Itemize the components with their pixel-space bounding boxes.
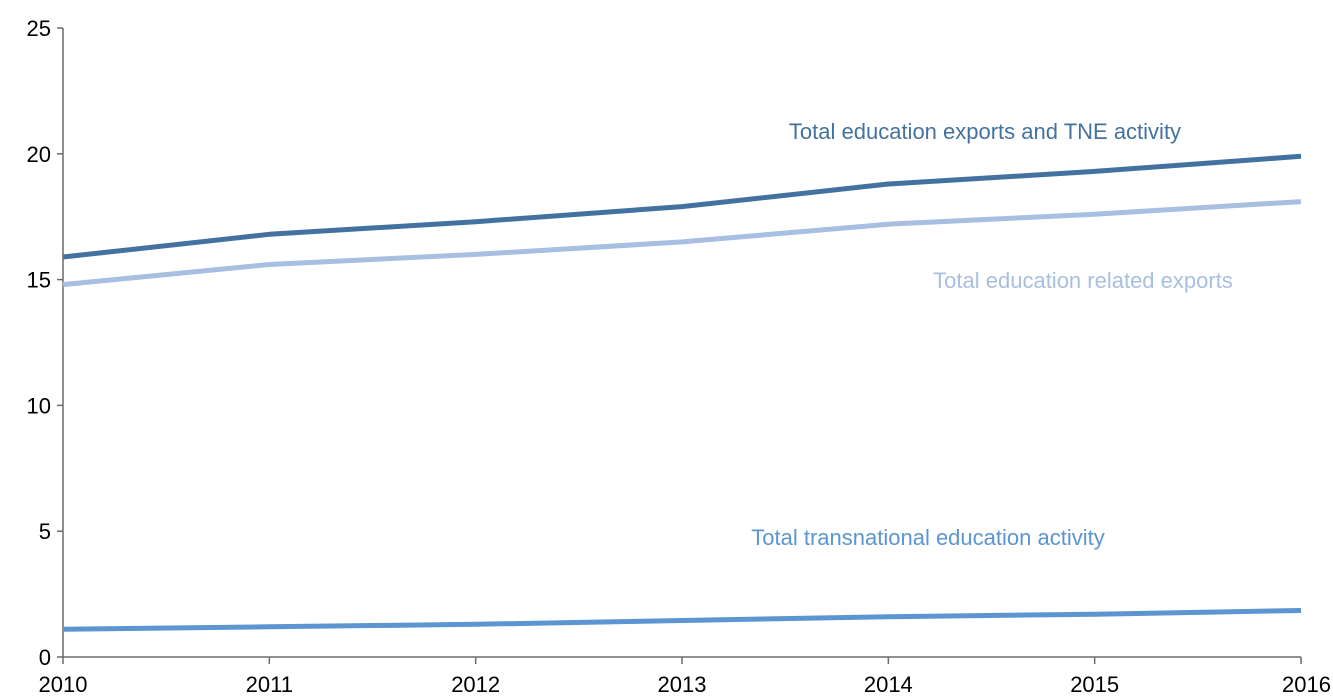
x-tick-label: 2015 bbox=[1070, 672, 1119, 697]
x-tick-label: 2011 bbox=[246, 672, 293, 697]
series-line-total-exports-tne bbox=[62, 153, 1302, 260]
x-tick-label: 2012 bbox=[451, 672, 500, 697]
x-tick-label: 2016 bbox=[1282, 672, 1331, 697]
y-axis-ticks: 0 5 10 15 20 25 bbox=[27, 16, 63, 670]
series-line-transnational-education bbox=[62, 608, 1302, 632]
x-tick-label: 2010 bbox=[39, 672, 88, 697]
y-tick-label: 0 bbox=[39, 645, 51, 670]
series-lines bbox=[62, 153, 1302, 632]
series-label-transnational-education: Total transnational education activity bbox=[751, 525, 1104, 550]
x-tick-label: 2013 bbox=[658, 672, 707, 697]
x-axis-ticks: 2010 2011 2012 2013 2014 2015 2016 bbox=[39, 657, 1331, 697]
y-tick-label: 20 bbox=[27, 142, 51, 167]
y-tick-label: 10 bbox=[27, 393, 51, 418]
series-label-total-exports-tne: Total education exports and TNE activity bbox=[789, 119, 1181, 144]
y-tick-label: 25 bbox=[27, 16, 51, 41]
y-tick-label: 15 bbox=[27, 268, 51, 293]
series-labels: Total education exports and TNE activity… bbox=[751, 119, 1233, 550]
y-tick-label: 5 bbox=[39, 519, 51, 544]
x-tick-label: 2014 bbox=[864, 672, 913, 697]
series-label-education-related-exports: Total education related exports bbox=[933, 268, 1233, 293]
series-line-education-related-exports bbox=[62, 199, 1302, 288]
